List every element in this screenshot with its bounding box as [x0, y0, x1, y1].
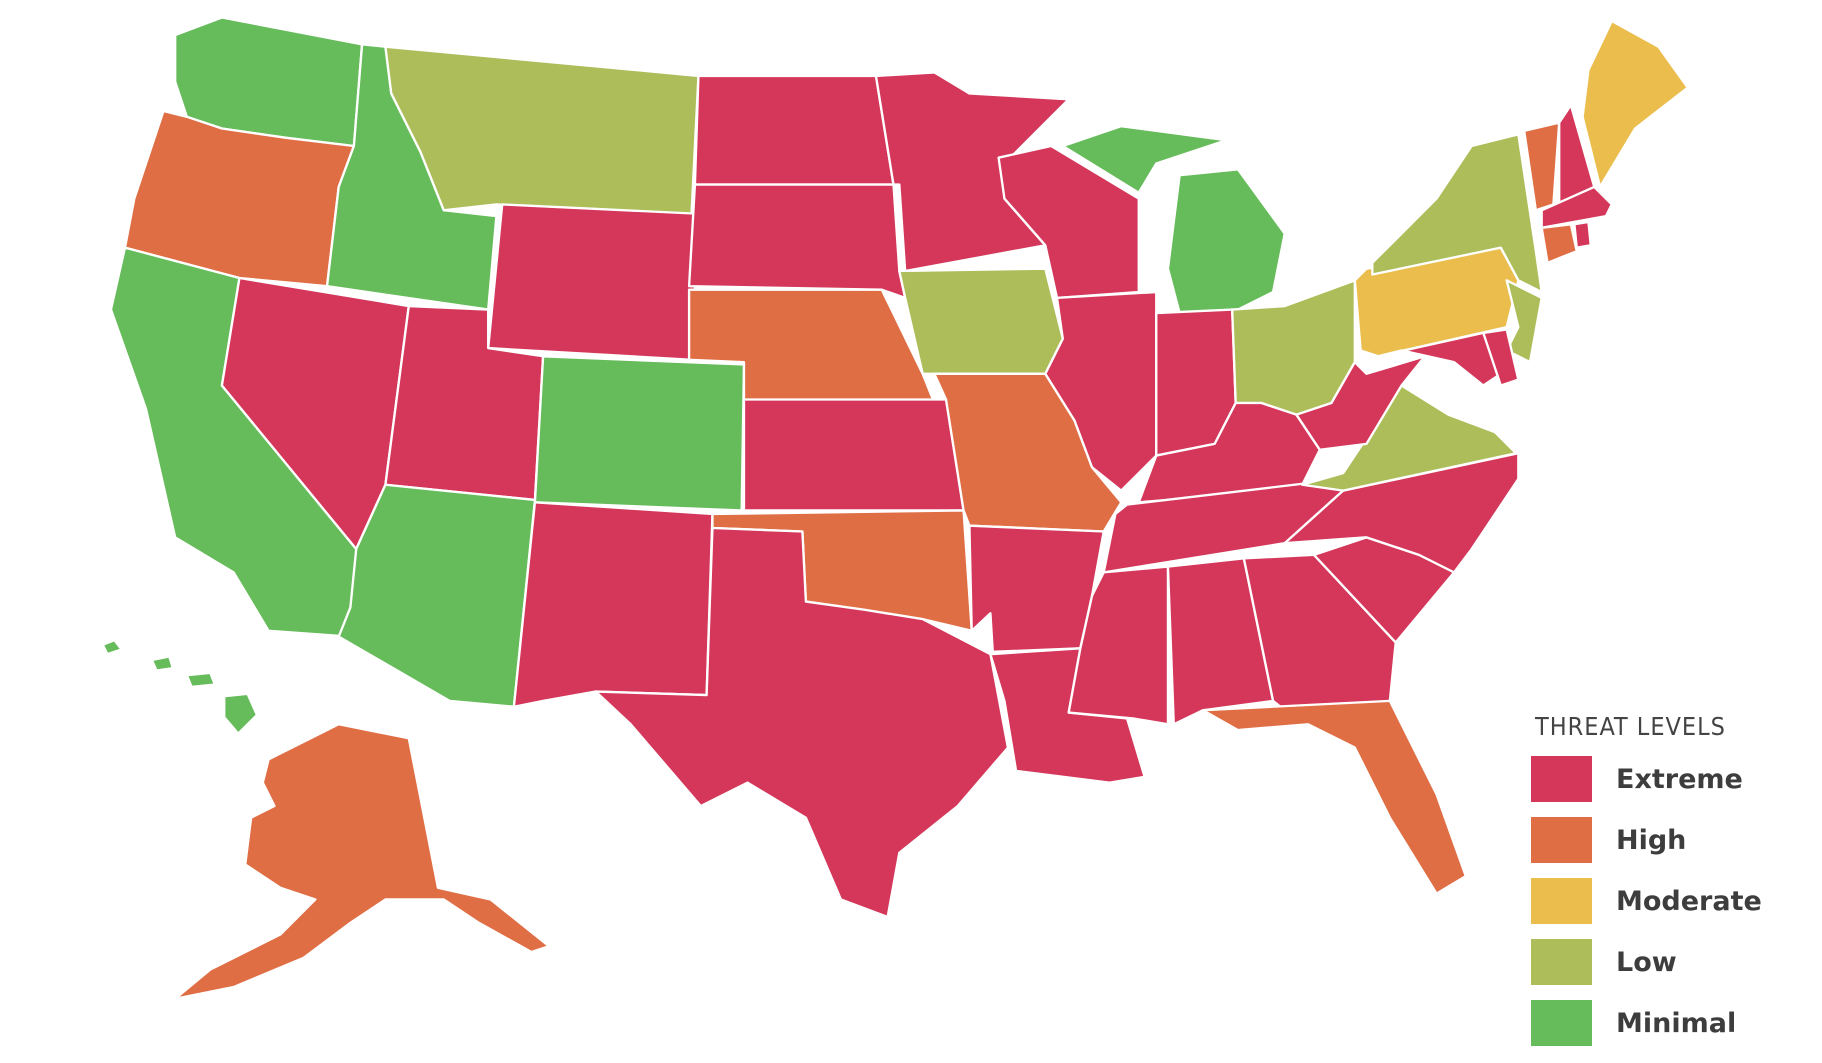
state-fl [1201, 699, 1467, 895]
state-sd [687, 183, 907, 300]
state-mi [1166, 168, 1286, 315]
state-ny [1371, 133, 1543, 294]
state-hi [150, 655, 175, 672]
legend: THREAT LEVELS Extreme High Moderate Low … [1531, 712, 1762, 1046]
state-tx [594, 526, 1010, 919]
state-al [1166, 557, 1275, 726]
legend-label: High [1616, 824, 1687, 856]
state-ct [1540, 223, 1578, 264]
legend-title: THREAT LEVELS [1535, 712, 1726, 741]
state-ks [742, 398, 965, 512]
state-hi [101, 638, 123, 656]
state-vt [1523, 121, 1561, 212]
legend-swatch-high [1531, 817, 1592, 863]
state-nd [693, 74, 895, 186]
state-nm [512, 501, 714, 708]
state-co [533, 355, 746, 512]
legend-item-moderate: Moderate [1531, 878, 1762, 924]
state-ri [1573, 220, 1592, 249]
legend-item-minimal: Minimal [1531, 1000, 1762, 1046]
legend-label: Minimal [1616, 1007, 1737, 1039]
legend-swatch-extreme [1531, 756, 1592, 802]
legend-swatch-moderate [1531, 878, 1592, 924]
state-va [1301, 384, 1518, 492]
state-ia [898, 267, 1065, 375]
legend-item-high: High [1531, 817, 1762, 863]
legend-swatch-low [1531, 939, 1592, 985]
state-me [1581, 19, 1689, 189]
state-ma [1540, 185, 1613, 229]
state-hi [223, 692, 259, 735]
legend-label: Moderate [1616, 885, 1762, 917]
legend-swatch-minimal [1531, 1000, 1592, 1046]
state-de [1482, 328, 1520, 387]
legend-label: Extreme [1616, 763, 1743, 795]
state-mi [1061, 124, 1228, 194]
state-nj [1505, 279, 1543, 364]
legend-label: Low [1616, 946, 1677, 978]
state-ak [174, 723, 551, 1000]
state-hi [185, 671, 217, 689]
legend-item-low: Low [1531, 939, 1762, 985]
state-wy [487, 203, 700, 361]
legend-item-extreme: Extreme [1531, 756, 1762, 802]
